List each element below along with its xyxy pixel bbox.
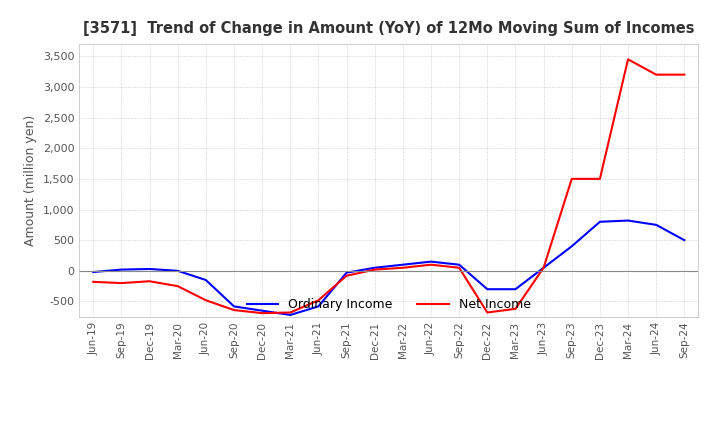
Legend: Ordinary Income, Net Income: Ordinary Income, Net Income: [242, 293, 536, 316]
Net Income: [117, 280, 126, 286]
Ordinary Income: [174, 268, 182, 274]
Net Income: [399, 265, 408, 271]
Ordinary Income: [258, 308, 266, 313]
Net Income: [230, 308, 238, 313]
Net Income: [286, 310, 294, 315]
Y-axis label: Amount (million yen): Amount (million yen): [24, 115, 37, 246]
Line: Ordinary Income: Ordinary Income: [94, 220, 684, 315]
Ordinary Income: [595, 219, 604, 224]
Net Income: [202, 297, 210, 303]
Ordinary Income: [511, 286, 520, 292]
Net Income: [145, 279, 154, 284]
Net Income: [455, 265, 464, 271]
Ordinary Income: [230, 304, 238, 309]
Ordinary Income: [89, 269, 98, 275]
Net Income: [370, 267, 379, 272]
Line: Net Income: Net Income: [94, 59, 684, 313]
Ordinary Income: [624, 218, 632, 223]
Ordinary Income: [342, 270, 351, 275]
Ordinary Income: [370, 265, 379, 271]
Net Income: [89, 279, 98, 285]
Ordinary Income: [483, 286, 492, 292]
Net Income: [595, 176, 604, 182]
Ordinary Income: [427, 259, 436, 264]
Net Income: [427, 262, 436, 268]
Ordinary Income: [314, 304, 323, 309]
Ordinary Income: [202, 277, 210, 282]
Net Income: [511, 306, 520, 312]
Ordinary Income: [680, 238, 688, 243]
Ordinary Income: [145, 266, 154, 271]
Net Income: [314, 297, 323, 303]
Net Income: [624, 57, 632, 62]
Net Income: [483, 310, 492, 315]
Net Income: [567, 176, 576, 182]
Ordinary Income: [455, 262, 464, 268]
Net Income: [539, 265, 548, 271]
Net Income: [258, 311, 266, 316]
Ordinary Income: [567, 244, 576, 249]
Net Income: [342, 273, 351, 279]
Ordinary Income: [286, 312, 294, 318]
Ordinary Income: [117, 267, 126, 272]
Net Income: [174, 283, 182, 289]
Ordinary Income: [399, 262, 408, 268]
Ordinary Income: [652, 222, 660, 227]
Net Income: [652, 72, 660, 77]
Net Income: [680, 72, 688, 77]
Ordinary Income: [539, 265, 548, 271]
Title: [3571]  Trend of Change in Amount (YoY) of 12Mo Moving Sum of Incomes: [3571] Trend of Change in Amount (YoY) o…: [83, 21, 695, 36]
